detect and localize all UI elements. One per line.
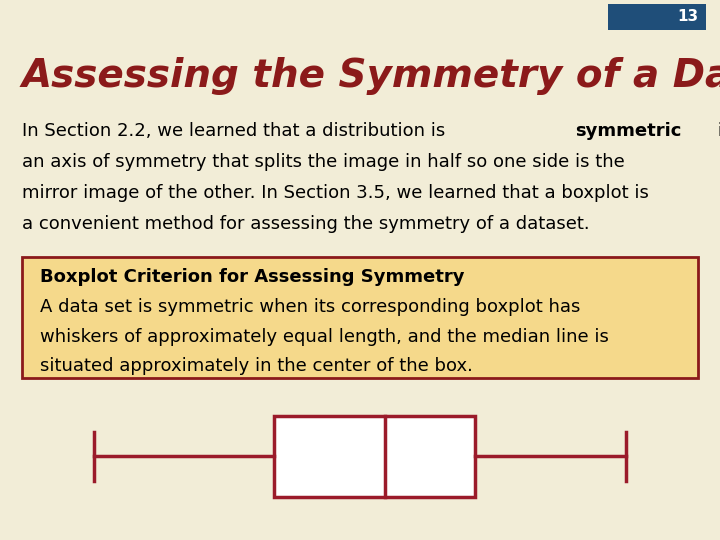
Bar [22, 256, 698, 378]
Text: mirror image of the other. In Section 3.5, we learned that a boxplot is: mirror image of the other. In Section 3.… [22, 184, 649, 202]
Bar [608, 4, 706, 30]
Text: a convenient method for assessing the symmetry of a dataset.: a convenient method for assessing the sy… [22, 215, 589, 233]
Text: if there is: if there is [712, 122, 720, 139]
Text: Boxplot Criterion for Assessing Symmetry: Boxplot Criterion for Assessing Symmetry [40, 268, 464, 286]
Text: whiskers of approximately equal length, and the median line is: whiskers of approximately equal length, … [40, 328, 608, 346]
Text: In Section 2.2, we learned that a distribution is: In Section 2.2, we learned that a distri… [22, 122, 451, 139]
Text: an axis of symmetry that splits the image in half so one side is the: an axis of symmetry that splits the imag… [22, 153, 624, 171]
Bar [274, 416, 475, 497]
Text: Assessing the Symmetry of a Data Set: Assessing the Symmetry of a Data Set [22, 57, 720, 94]
Text: symmetric: symmetric [575, 122, 682, 139]
Text: situated approximately in the center of the box.: situated approximately in the center of … [40, 357, 472, 375]
Text: A data set is symmetric when its corresponding boxplot has: A data set is symmetric when its corresp… [40, 298, 580, 316]
Text: 13: 13 [678, 9, 698, 24]
